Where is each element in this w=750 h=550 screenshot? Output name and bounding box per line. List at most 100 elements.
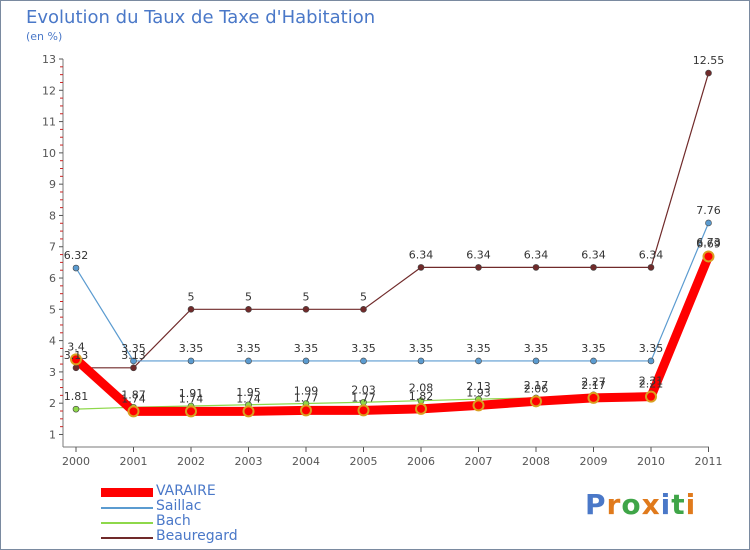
data-point-beauregard [532, 264, 540, 271]
data-label-varaire: 1.74 [236, 392, 261, 405]
data-label-beauregard: 6.34 [466, 248, 491, 261]
proxiti-logo: Proxiti [585, 488, 696, 521]
data-label-bach: 1.87 [121, 388, 146, 401]
logo-letter: t [671, 488, 686, 521]
x-tick-label: 2011 [695, 455, 723, 468]
y-tick-label: 7 [49, 241, 56, 254]
y-tick-label: 1 [49, 428, 56, 441]
data-label-varaire: 2.17 [581, 379, 606, 392]
data-point-saillac [647, 357, 655, 365]
data-label-bach: 1.91 [179, 387, 204, 400]
data-point-beauregard [647, 264, 655, 271]
data-point-saillac [475, 357, 482, 365]
data-point-saillac [360, 357, 367, 365]
data-label-saillac: 3.35 [581, 342, 606, 355]
data-point-beauregard [302, 306, 310, 313]
y-tick-label: 3 [49, 366, 56, 379]
data-label-bach: 2.31 [639, 374, 664, 387]
x-tick-label: 2005 [350, 455, 378, 468]
y-tick-label: 13 [42, 53, 56, 66]
logo-letter: i [685, 488, 697, 521]
logo-letter: r [606, 488, 622, 521]
data-label-saillac: 3.35 [409, 342, 434, 355]
legend-label-bach: Bach [156, 513, 191, 529]
data-label-varaire: 6.69 [696, 237, 721, 250]
data-label-bach: 6.73 [696, 236, 721, 249]
data-point-beauregard [130, 364, 137, 372]
data-label-beauregard: 6.34 [409, 248, 434, 261]
series-line-bach [75, 254, 710, 410]
data-label-saillac: 3.35 [639, 342, 664, 355]
data-point-varaire [415, 402, 427, 415]
data-point-varaire [530, 395, 542, 408]
logo-letter: o [621, 488, 642, 521]
data-point-varaire [127, 405, 140, 418]
data-label-beauregard: 5 [303, 290, 310, 303]
data-label-varaire: 1.93 [466, 386, 491, 399]
legend-swatch-bach [101, 522, 153, 524]
data-point-beauregard [360, 306, 367, 313]
legend-label-beauregard: Beauregard [156, 528, 238, 544]
y-tick-label: 11 [42, 116, 56, 129]
logo-letter: P [585, 488, 607, 521]
x-tick-label: 2002 [177, 455, 205, 468]
data-point-saillac [590, 357, 597, 365]
x-tick-label: 2009 [580, 455, 608, 468]
data-label-varaire: 2.06 [524, 382, 549, 395]
data-point-varaire [70, 353, 82, 366]
data-point-beauregard [705, 69, 712, 77]
data-point-saillac [187, 357, 195, 365]
data-label-beauregard: 6.34 [524, 248, 549, 261]
data-label-varaire: 1.77 [294, 391, 319, 404]
chart-title: Evolution du Taux de Taxe d'Habitation [26, 7, 376, 28]
data-label-beauregard: 6.34 [639, 248, 664, 261]
data-point-varaire [702, 250, 715, 263]
y-tick-label: 9 [49, 178, 56, 191]
data-label-bach: 2.13 [466, 380, 491, 393]
data-point-varaire [185, 405, 197, 418]
data-point-beauregard [590, 264, 597, 271]
data-point-bach [72, 405, 80, 413]
data-point-beauregard [475, 264, 482, 271]
data-label-saillac: 7.76 [696, 204, 721, 217]
data-label-bach: 2.03 [351, 383, 376, 396]
data-label-saillac: 3.35 [121, 342, 146, 355]
legend-swatch-saillac [101, 507, 153, 509]
data-label-varaire: 1.82 [409, 390, 434, 403]
x-tick-label: 2000 [62, 455, 90, 468]
x-tick-label: 2004 [292, 455, 320, 468]
logo-letter: x [641, 488, 661, 521]
y-tick-label: 6 [49, 272, 56, 285]
data-label-bach: 1.99 [294, 385, 319, 398]
data-label-bach: 1.95 [236, 386, 261, 399]
data-point-varaire [300, 404, 312, 417]
legend-swatch-beauregard [101, 537, 153, 539]
data-label-varaire: 1.74 [179, 392, 204, 405]
y-tick-label: 4 [49, 335, 56, 348]
y-tick-label: 2 [49, 397, 56, 410]
data-label-beauregard: 3.13 [121, 349, 146, 362]
data-point-saillac [130, 357, 137, 365]
data-point-saillac [245, 357, 252, 365]
series-line-saillac [75, 222, 710, 362]
x-tick-label: 2010 [637, 455, 665, 468]
data-label-varaire: 3.4 [67, 340, 85, 353]
data-label-bach: 1.81 [64, 390, 89, 403]
x-tick-label: 2001 [120, 455, 148, 468]
data-label-saillac: 3.35 [294, 342, 319, 355]
logo-letter: i [660, 488, 672, 521]
x-tick-label: 2008 [522, 455, 550, 468]
data-label-saillac: 3.35 [236, 342, 261, 355]
x-tick-label: 2006 [407, 455, 435, 468]
data-label-bach: 2.17 [524, 379, 549, 392]
series-line-beauregard [76, 72, 710, 369]
data-label-saillac: 3.35 [351, 342, 376, 355]
data-label-beauregard: 5 [188, 290, 195, 303]
data-label-varaire: 2.21 [639, 378, 664, 391]
data-label-beauregard: 3.13 [64, 349, 89, 362]
data-point-saillac [302, 357, 310, 365]
data-point-saillac [72, 264, 80, 272]
series-line-varaire [71, 251, 713, 416]
